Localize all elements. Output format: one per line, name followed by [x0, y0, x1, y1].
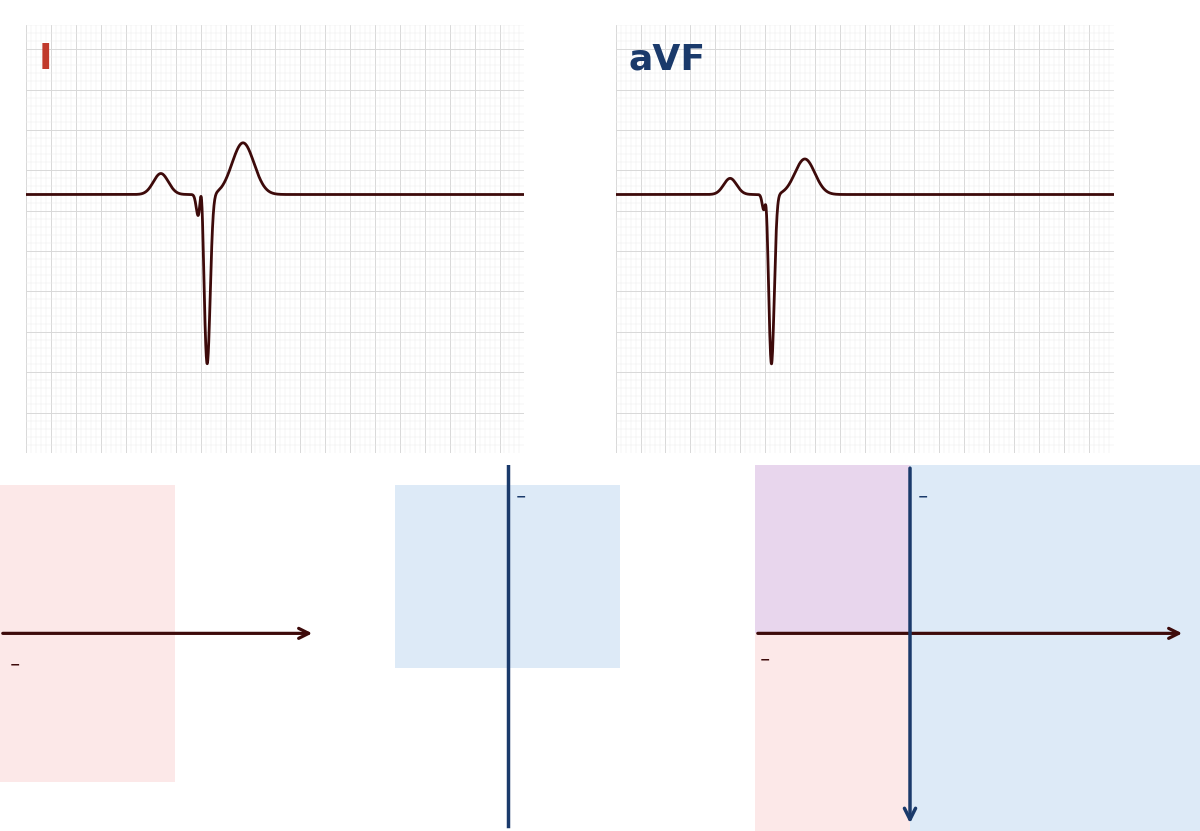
Bar — [755, 465, 910, 633]
Bar — [395, 485, 620, 668]
Text: −: − — [918, 490, 929, 503]
Text: aVF: aVF — [628, 42, 706, 76]
Bar — [0, 485, 175, 782]
Text: I: I — [38, 42, 53, 76]
Text: −: − — [516, 490, 526, 503]
Text: −: − — [760, 653, 770, 666]
Bar — [910, 465, 1200, 831]
Text: −: − — [10, 658, 20, 671]
Bar — [755, 633, 910, 831]
